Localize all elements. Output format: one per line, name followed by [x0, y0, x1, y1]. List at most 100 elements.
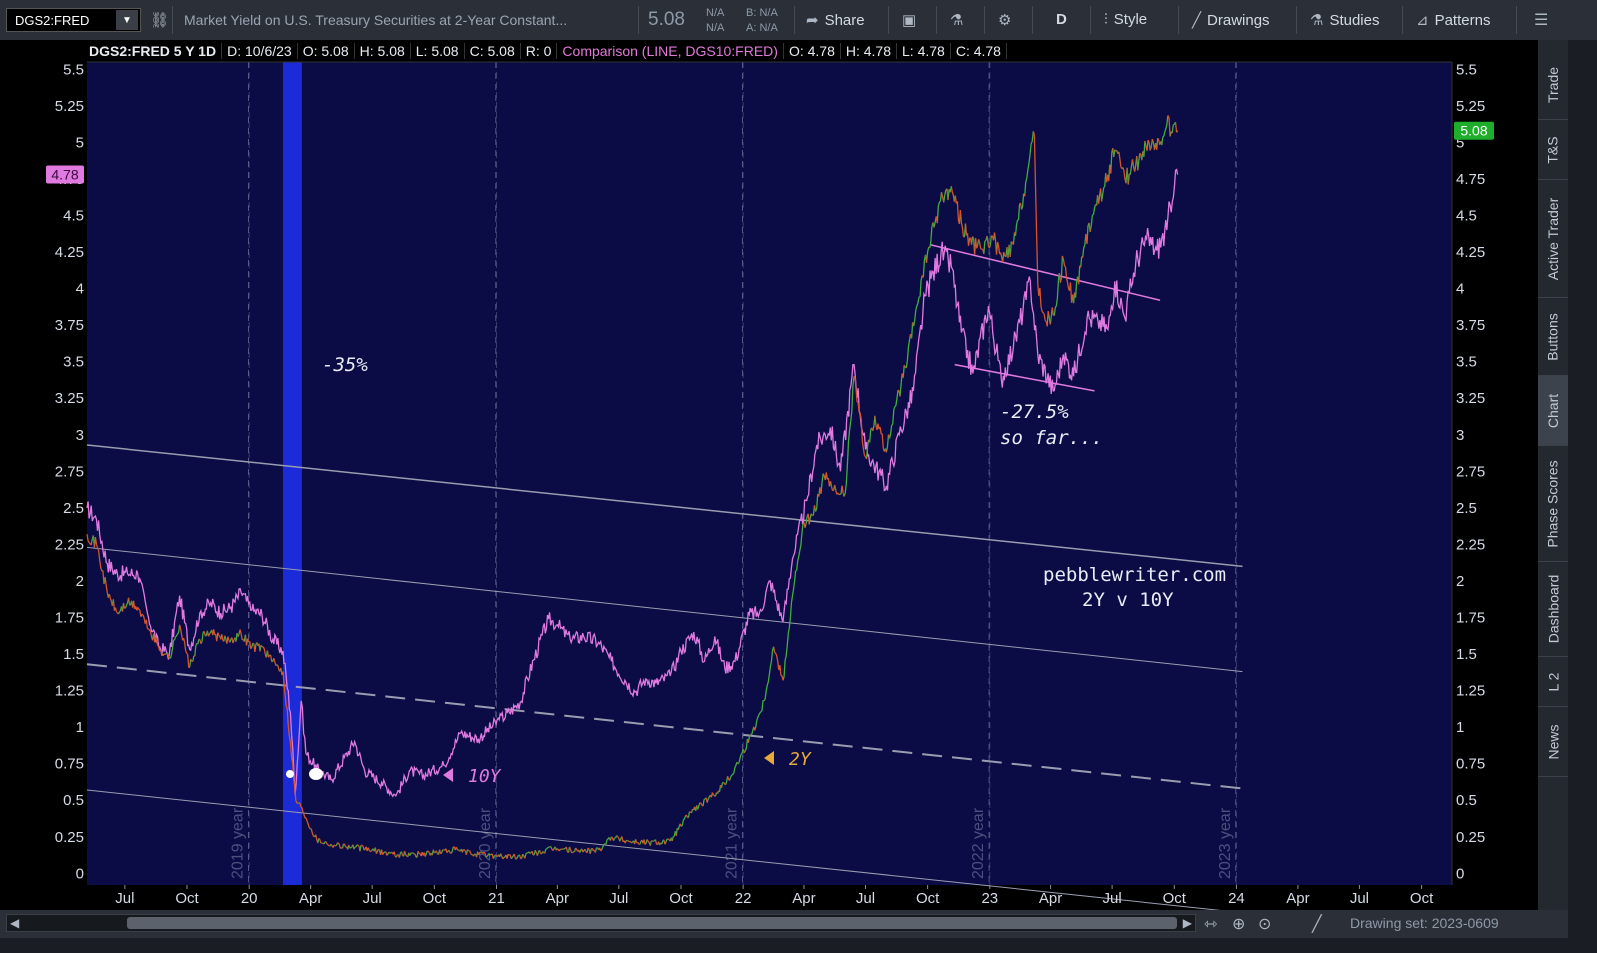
series-2y-up [90, 115, 1179, 860]
toolbar-divider [1032, 6, 1033, 34]
y-tick-label-right: 3.75 [1456, 317, 1485, 334]
symbol-selector[interactable]: DGS2:FRED ▼ [6, 8, 141, 32]
gear-icon: ⚙ [998, 12, 1012, 29]
side-tab-label: Phase Scores [1545, 459, 1562, 548]
trendline [86, 444, 1243, 568]
y-axis-right: 0 0.25 0.5 0.75 1 1.25 1.5 1.75 2 2.25 2.5 2.75 3 3.2… [1451, 61, 1485, 885]
so-far-annotation: so far... [1000, 427, 1103, 449]
link-icon[interactable]: ⛓ [150, 12, 170, 29]
year-marker-label: 2020 year [477, 807, 494, 879]
side-tab-label: Chart [1545, 393, 1562, 428]
ask-value: A: N/A [746, 22, 778, 34]
side-tab-chart[interactable]: Chart [1538, 376, 1568, 446]
y-tick-label-right: 0.5 [1456, 792, 1477, 809]
x-axis: Jul Oct 20 Apr Jul Oct 21 Apr Jul Oct 22 Apr Jul Oct 2… [115, 885, 1434, 907]
side-panel: Trade T&S Active Trader Buttons Chart Phase S… [1538, 40, 1568, 910]
settings-button[interactable]: ⚙ [998, 11, 1011, 29]
trendline [86, 663, 1243, 790]
patterns-button[interactable]: ⊿ Patterns [1416, 11, 1490, 30]
x-tick-label: Oct [916, 890, 940, 907]
side-tab-phase-scores[interactable]: Phase Scores [1538, 446, 1568, 562]
camera-icon: ▣ [902, 12, 917, 29]
toolbar-divider [794, 6, 795, 34]
drawing-handle[interactable] [309, 768, 323, 780]
y-tick-label-left: 0.5 [63, 792, 84, 809]
side-tab-active-trader[interactable]: Active Trader [1538, 180, 1568, 298]
candle-icon: ⫶ [1104, 11, 1108, 28]
side-tab-news[interactable]: News [1538, 707, 1568, 777]
y-tick-label-left: 5.5 [63, 61, 84, 78]
studies-button[interactable]: ⚗ Studies [1310, 11, 1380, 30]
drawing-set-selector[interactable]: Drawing set: 2023-0609 [1350, 915, 1499, 931]
side-tab-dashboard[interactable]: Dashboard [1538, 562, 1568, 657]
side-tab-l-2[interactable]: L 2 [1538, 657, 1568, 707]
scroll-left-icon[interactable]: ◀ [10, 916, 20, 930]
x-tick-label: 22 [735, 890, 752, 907]
x-tick-label: Jul [1350, 890, 1369, 907]
comparison-annotation: 2Y v 10Y [1082, 589, 1174, 611]
y-tick-label-left: 1 [76, 719, 84, 736]
net-change: N/A [706, 7, 725, 19]
pencil-icon[interactable]: ╱ [1312, 916, 1322, 933]
y-tick-label-left: 3.75 [55, 317, 84, 334]
chevron-down-icon[interactable]: ▼ [116, 10, 138, 30]
toolbar-divider [1516, 6, 1517, 34]
crosshair-icon[interactable]: ⊕ [1232, 916, 1246, 933]
snapshot-button[interactable]: ▣ [902, 11, 916, 29]
flask-button[interactable]: ⚗ [950, 11, 963, 29]
y-tick-label-right: 3.25 [1456, 390, 1485, 407]
y-tick-label-right: 3 [1456, 427, 1464, 444]
zoom-icon[interactable]: ⊙ [1258, 916, 1272, 933]
y-axis-left: 0 0.25 0.5 0.75 1 1.25 1.5 1.75 2 2.25 2.5 2.75 3 3.2… [55, 61, 84, 882]
y-tick-label-right: 0 [1456, 865, 1464, 882]
plot-background [87, 62, 1452, 885]
drawings-button[interactable]: ╱ Drawings [1192, 11, 1270, 30]
menu-icon[interactable]: ☰ [1534, 12, 1549, 29]
x-tick-label: Oct [423, 890, 447, 907]
x-tick-label: 21 [488, 890, 505, 907]
side-tab-trade[interactable]: Trade [1538, 50, 1568, 120]
x-tick-label: 20 [241, 890, 258, 907]
series-10y-line [86, 168, 1179, 798]
year-marker-label: 2019 year [230, 807, 247, 879]
cmp-open: O: 4.78 [784, 42, 841, 59]
chart-title: DGS2:FRED 5 Y 1D [84, 42, 223, 59]
scroll-right-icon[interactable]: ▶ [1182, 916, 1192, 930]
side-tab-label: Active Trader [1545, 197, 1562, 280]
side-tab-t-s[interactable]: T&S [1538, 120, 1568, 180]
comparison-label: Comparison (LINE, DGS10:FRED) [557, 42, 784, 59]
drawing-handle[interactable] [286, 770, 294, 778]
share-button[interactable]: ➦ Share [806, 11, 865, 30]
y-tick-label-right: 4.25 [1456, 244, 1485, 261]
style-button[interactable]: ⫶ Style [1104, 11, 1147, 28]
y-tick-label-right: 1.25 [1456, 683, 1485, 700]
horizontal-scrollbar[interactable]: ◀ ▶ [6, 914, 1196, 932]
x-tick-label: Apr [1039, 890, 1062, 907]
window-edge [1568, 40, 1597, 953]
x-tick-label: Oct [1410, 890, 1434, 907]
flask-icon: ⚗ [1310, 12, 1324, 29]
scroll-thumb[interactable] [127, 917, 1177, 929]
trendline-layer[interactable] [86, 243, 1243, 910]
y-tick-label-left: 1.25 [55, 683, 84, 700]
toolbar-divider [172, 6, 173, 34]
toolbar-divider [984, 6, 985, 34]
x-tick-label: 24 [1228, 890, 1245, 907]
covid-drop-annotation: -35% [322, 354, 368, 376]
side-tab-label: T&S [1544, 135, 1561, 164]
bar-high: H: 5.08 [355, 42, 411, 59]
label-2y: 2Y [789, 749, 812, 770]
y-tick-label-left: 1.75 [55, 609, 84, 626]
side-tab-label: Trade [1545, 66, 1561, 103]
y-tick-label-left: 0 [76, 865, 84, 882]
symbol-text[interactable]: DGS2:FRED [15, 12, 90, 28]
price-chart[interactable]: 2019 year 2020 year 2021 year 2022 year 2023… [0, 40, 1538, 910]
period-button[interactable]: D [1056, 11, 1067, 28]
y-tick-label-left: 4.5 [63, 207, 84, 224]
x-tick-label: Jul [856, 890, 875, 907]
zoom-range-icon[interactable]: ⇿ [1204, 916, 1218, 933]
side-tab-buttons[interactable]: Buttons [1538, 298, 1568, 376]
percent-change: N/A [706, 22, 725, 34]
highlight-band-layer [282, 62, 302, 885]
y-tick-label-left: 4.25 [55, 244, 84, 261]
